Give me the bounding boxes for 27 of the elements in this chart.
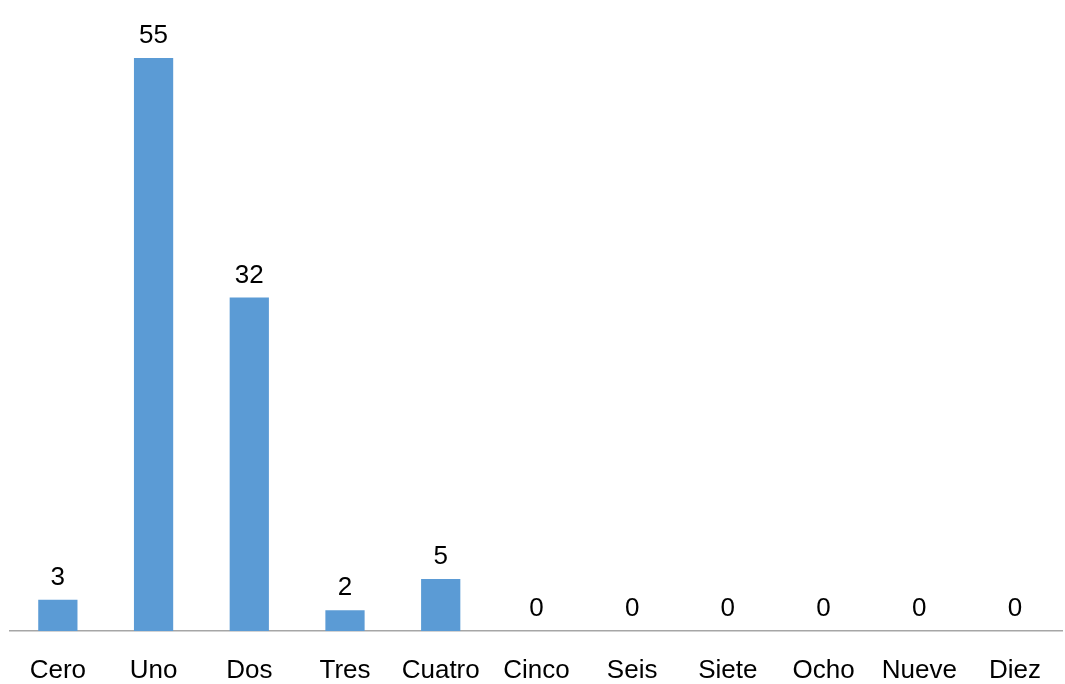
data-label: 0 [529, 592, 544, 622]
data-label: 0 [624, 592, 640, 622]
x-tick-label: Cinco [503, 653, 570, 684]
data-label: 3 [50, 560, 66, 591]
data-label: 2 [337, 571, 353, 602]
x-tick-label: Tres [319, 653, 371, 684]
data-label: 0 [720, 592, 736, 622]
data-label: 0 [816, 592, 831, 622]
bar [38, 599, 78, 631]
bar [133, 58, 174, 631]
x-tick-label: Nueve [881, 653, 957, 684]
x-tick-label: Dos [226, 653, 273, 684]
bar [421, 578, 461, 631]
data-label: 0 [1007, 592, 1023, 622]
bar [325, 610, 365, 631]
x-tick-label: Diez [988, 653, 1041, 684]
x-tick-label: Seis [606, 653, 658, 684]
data-label: 32 [234, 258, 264, 289]
x-tick-label: Siete [698, 653, 758, 684]
x-tick-label: Ocho [792, 653, 855, 684]
data-label: 0 [912, 592, 927, 622]
x-tick-label: Cero [29, 653, 87, 684]
x-tick-label: Uno [129, 653, 178, 684]
bar [229, 297, 269, 631]
data-label: 55 [139, 19, 169, 49]
x-tick-label: Cuatro [401, 653, 480, 684]
data-label: 5 [433, 539, 448, 570]
